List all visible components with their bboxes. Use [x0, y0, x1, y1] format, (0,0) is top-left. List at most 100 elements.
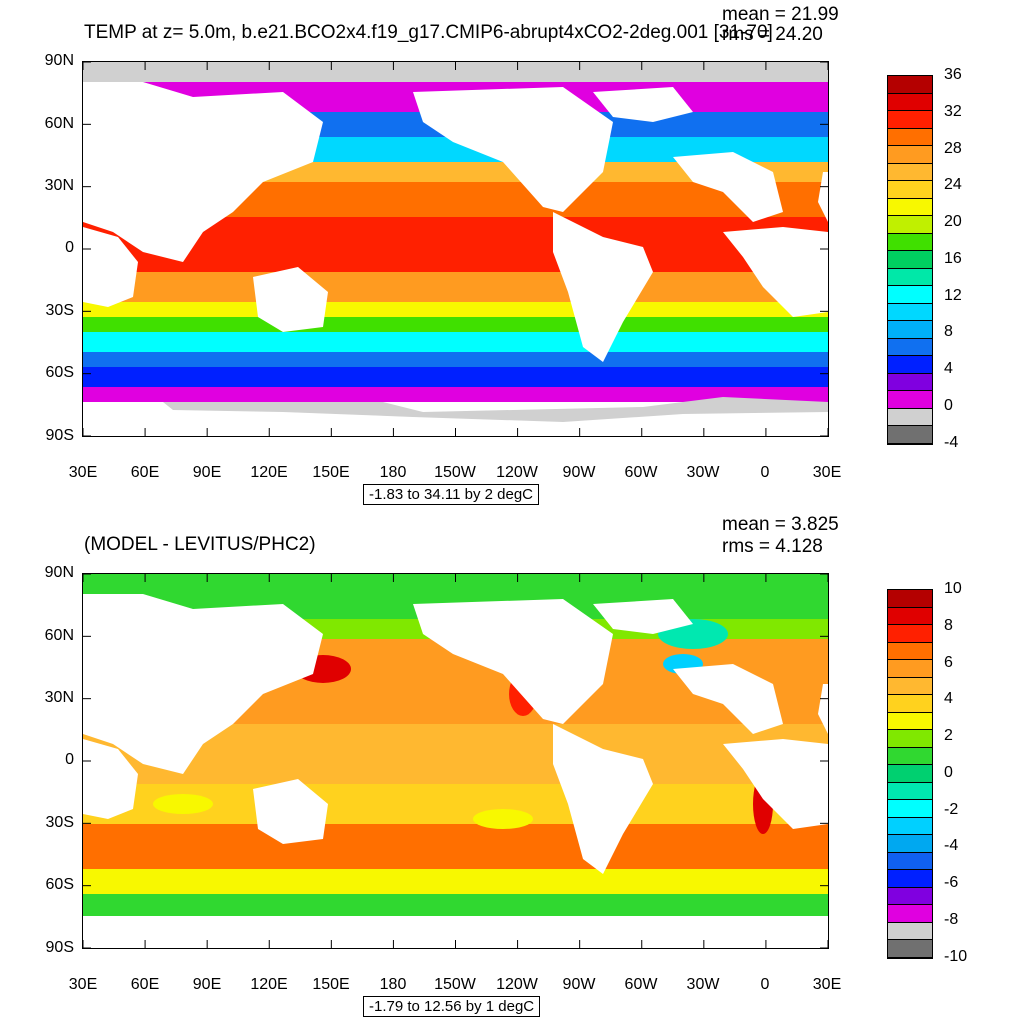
x-tick-label: 180: [379, 464, 407, 481]
colorbar: [887, 75, 933, 445]
land-australia: [253, 267, 328, 332]
colorbar-cell: [888, 216, 932, 234]
land-asia: [83, 594, 323, 774]
colorbar-cell: [888, 286, 932, 304]
indian-ocean-patch: [153, 794, 213, 814]
colorbar-cell: [888, 607, 932, 625]
x-tick-label: 180: [379, 976, 407, 993]
y-tick-label: 60N: [44, 627, 74, 644]
x-tick-label: 30E: [812, 976, 842, 993]
colorbar-cell: [888, 426, 932, 444]
colorbar-label: 4: [944, 690, 953, 708]
x-tick-label: 0: [760, 976, 770, 993]
panel-title: (MODEL - LEVITUS/PHC2): [84, 534, 316, 555]
colorbar-label: 24: [944, 176, 962, 194]
colorbar-cell: [888, 922, 932, 940]
x-tick-label: 150W: [434, 976, 476, 993]
y-tick-label: 90S: [45, 939, 74, 956]
colorbar-label: 8: [944, 323, 953, 341]
difference-map: [82, 573, 829, 949]
land-greenland: [593, 87, 693, 122]
temperature-map: [82, 61, 829, 437]
temperature-map-svg: [83, 62, 828, 436]
antarctic-sea-ice: [163, 397, 828, 422]
colorbar-cell: [888, 251, 932, 269]
colorbar-label: 32: [944, 102, 962, 120]
difference-panel: (MODEL - LEVITUS/PHC2) mean = 3.825 rms …: [0, 512, 1024, 1024]
x-tick-label: 150E: [312, 976, 350, 993]
x-tick-label: 60E: [130, 464, 160, 481]
colorbar-cell: [888, 373, 932, 391]
colorbar-label: 6: [944, 653, 953, 671]
colorbar: [887, 589, 933, 959]
band-antarctic: [83, 387, 828, 402]
colorbar-cell: [888, 146, 932, 164]
y-tick-label: 60N: [44, 115, 74, 132]
colorbar-cell: [888, 782, 932, 800]
band-south-cool: [83, 332, 828, 352]
colorbar-cell: [888, 163, 932, 181]
colorbar-cell: [888, 625, 932, 643]
band-antarctic-edge: [83, 367, 828, 387]
southern-ocean-warm: [83, 824, 828, 869]
colorbar-label: 20: [944, 213, 962, 230]
band-south-warm: [83, 302, 828, 317]
colorbar-label: 36: [944, 66, 962, 83]
colorbar-label: 0: [944, 396, 953, 414]
colorbar-label: -6: [944, 874, 959, 891]
x-tick-label: 30E: [68, 976, 98, 993]
x-tick-label: 60W: [624, 976, 658, 993]
rms-label: rms = 4.128: [722, 536, 823, 557]
colorbar-cell: [888, 870, 932, 888]
x-tick-label: 150E: [312, 464, 350, 481]
land-africa: [723, 227, 828, 317]
y-tick-label: 90S: [45, 427, 74, 444]
colorbar-cell: [888, 887, 932, 905]
land-south-america: [553, 212, 653, 362]
contour-range-label: -1.83 to 34.11 by 2 degC: [363, 484, 540, 505]
colorbar-label: -2: [944, 800, 959, 818]
colorbar-cell: [888, 303, 932, 321]
colorbar-label: -10: [944, 947, 968, 965]
colorbar-cell: [888, 128, 932, 146]
colorbar-cell: [888, 800, 932, 818]
colorbar-cell: [888, 590, 932, 608]
x-tick-label: 120E: [250, 976, 288, 993]
land-greenland: [593, 599, 693, 634]
colorbar-label: 28: [944, 139, 962, 157]
colorbar-cell: [888, 408, 932, 426]
x-tick-label: 90W: [562, 976, 596, 993]
y-tick-label: 60S: [45, 876, 74, 893]
colorbar-cell: [888, 338, 932, 356]
south-pacific-patch: [473, 809, 533, 829]
colorbar-cell: [888, 356, 932, 374]
antarctic-anomaly: [83, 894, 828, 916]
panel-title: TEMP at z= 5.0m, b.e21.BCO2x4.f19_g17.CM…: [84, 22, 773, 43]
colorbar-cell: [888, 817, 932, 835]
colorbar-label: 0: [944, 763, 953, 781]
land-australia: [253, 779, 328, 844]
colorbar-cell: [888, 677, 932, 695]
y-tick-label: 60S: [45, 364, 74, 381]
y-tick-label: 0: [65, 751, 74, 768]
colorbar-cell: [888, 712, 932, 730]
x-tick-label: 120W: [496, 464, 538, 481]
land-arabia: [818, 684, 828, 734]
colorbar-label: 8: [944, 616, 953, 634]
x-tick-label: 90E: [192, 976, 222, 993]
x-tick-label: 30E: [812, 464, 842, 481]
y-tick-label: 90N: [44, 564, 74, 581]
mean-label: mean = 21.99: [722, 4, 839, 25]
colorbar-cell: [888, 695, 932, 713]
x-tick-label: 0: [760, 464, 770, 481]
colorbar-cell: [888, 198, 932, 216]
colorbar-label: 4: [944, 360, 953, 377]
land-africa-east: [83, 227, 138, 307]
x-tick-label: 120W: [496, 976, 538, 993]
colorbar-label: -4: [944, 433, 959, 451]
colorbar-cell: [888, 233, 932, 251]
colorbar-label: 16: [944, 249, 962, 267]
colorbar-cell: [888, 111, 932, 129]
x-tick-label: 60E: [130, 976, 160, 993]
colorbar-cell: [888, 660, 932, 678]
